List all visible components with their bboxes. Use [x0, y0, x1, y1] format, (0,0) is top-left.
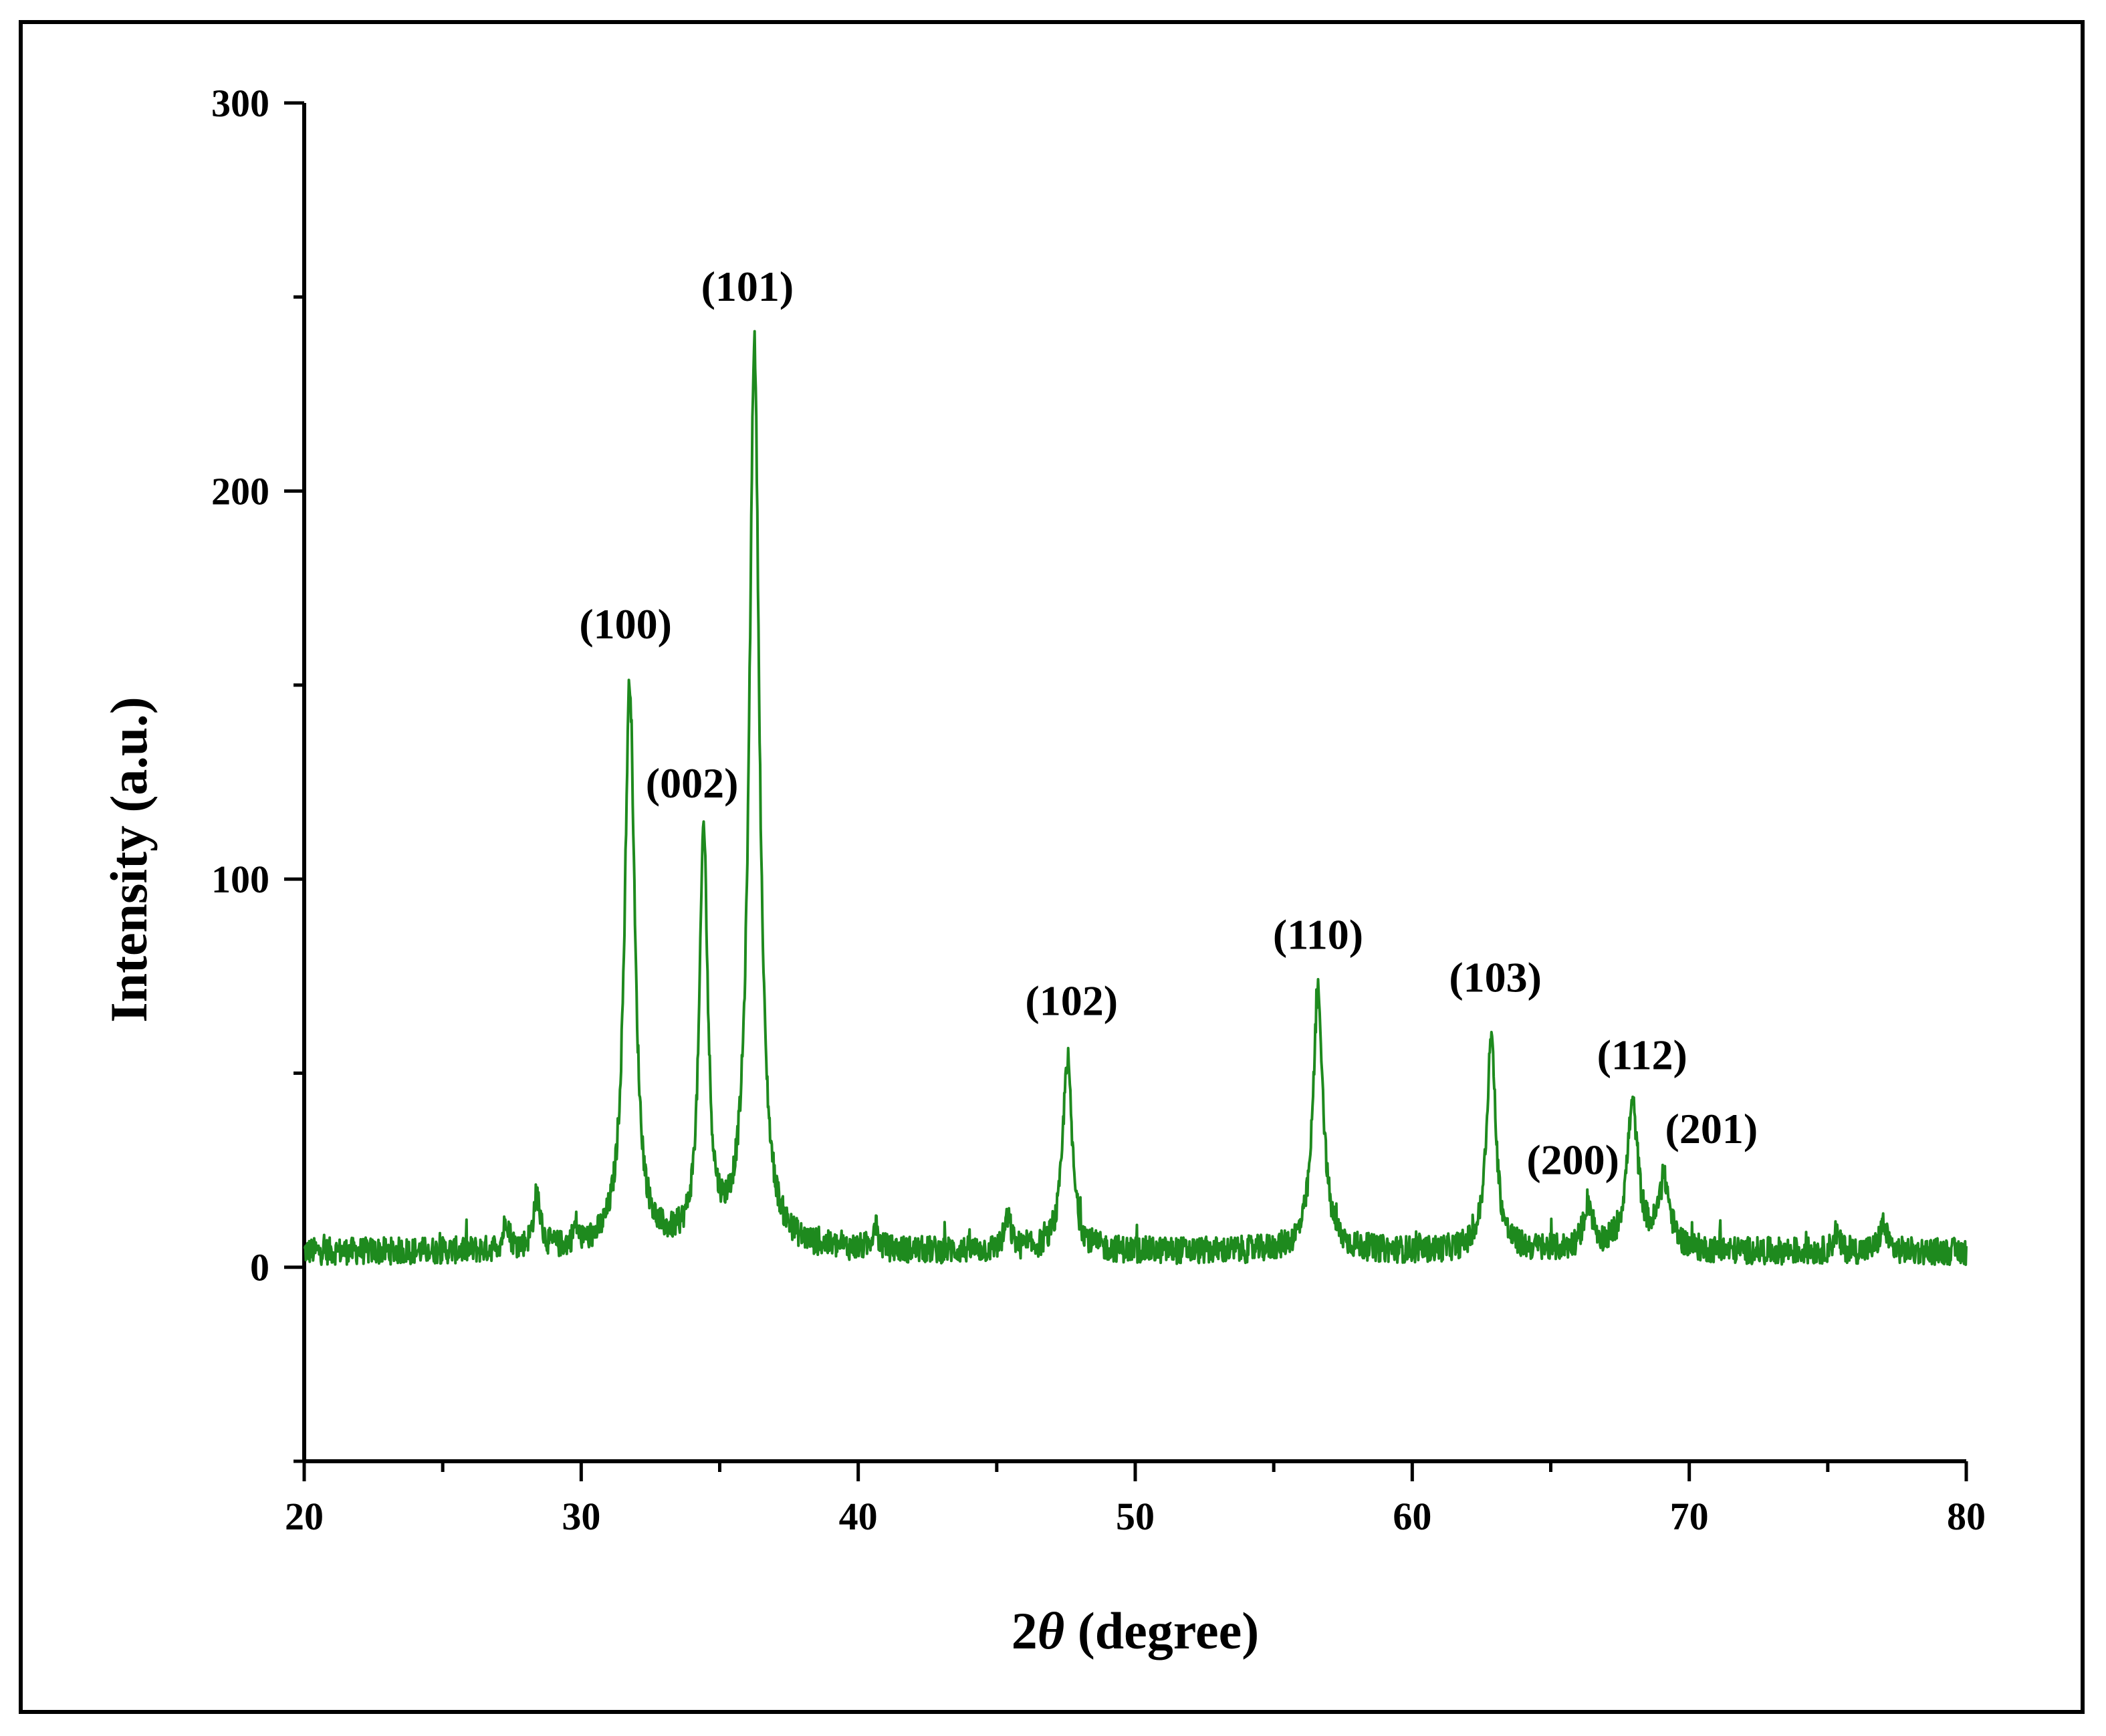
x-tick-label: 50	[1116, 1495, 1155, 1538]
x-axis-title: 2θ (degree)	[1012, 1602, 1259, 1660]
y-tick-label: 100	[211, 858, 269, 901]
peak-label: (201)	[1665, 1105, 1758, 1152]
y-axis-title: Intensity (a.u.)	[100, 697, 158, 1023]
x-tick-label: 60	[1393, 1495, 1431, 1538]
series-group	[303, 330, 1968, 1266]
x-tick-label: 20	[285, 1495, 324, 1538]
x-tick-label: 30	[562, 1495, 600, 1538]
x-tick-label: 70	[1670, 1495, 1709, 1538]
x-tick-label: 40	[839, 1495, 878, 1538]
peak-label: (103)	[1449, 954, 1542, 1001]
peak-label: (110)	[1273, 911, 1363, 959]
peak-label: (101)	[701, 263, 794, 310]
x-tick-label: 80	[1947, 1495, 1986, 1538]
y-tick-label: 0	[250, 1246, 269, 1289]
peak-label: (112)	[1597, 1031, 1687, 1079]
axes: 0 100 200 300 20 30 40 50 60 70 80	[211, 82, 1986, 1538]
y-tick-label: 300	[211, 82, 269, 125]
xrd-chart: 0 100 200 300 20 30 40 50 60 70 80 (100) (002) (101)…	[100, 82, 1986, 1660]
x-axis-title-prefix: 2	[1012, 1602, 1038, 1660]
figure-frame: 0 100 200 300 20 30 40 50 60 70 80 (100) (002) (101)…	[19, 20, 2085, 1714]
y-tick-label: 200	[211, 470, 269, 513]
peak-label: (102)	[1025, 977, 1118, 1024]
peak-label: (100)	[579, 600, 672, 648]
peak-annotations: (100) (002) (101) (102) (110) (103) (200) (112)…	[579, 263, 1758, 1183]
x-axis-title-symbol: θ	[1038, 1602, 1065, 1660]
x-axis-title-suffix: (degree)	[1064, 1602, 1259, 1660]
series-line-0	[303, 330, 1968, 1266]
peak-label: (002)	[646, 759, 739, 807]
peak-label: (200)	[1526, 1136, 1619, 1183]
